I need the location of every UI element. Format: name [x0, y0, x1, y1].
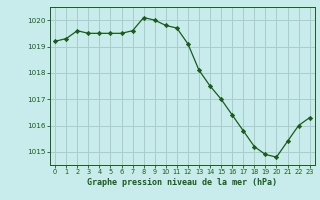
X-axis label: Graphe pression niveau de la mer (hPa): Graphe pression niveau de la mer (hPa): [87, 178, 277, 187]
